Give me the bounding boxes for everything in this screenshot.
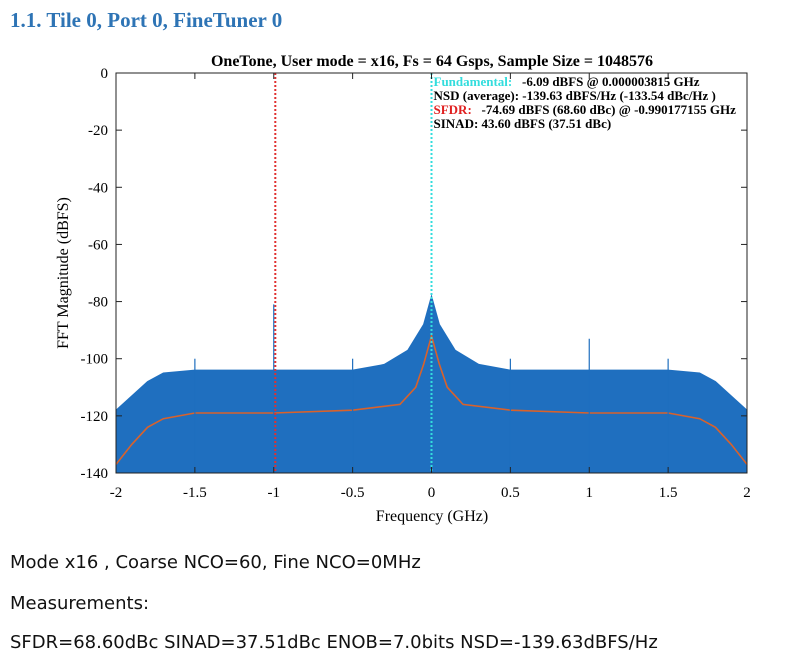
- x-tick-label: -2: [110, 485, 123, 501]
- paragraph: Mode x16 , Coarse NCO=60, Fine NCO=0MHz: [10, 552, 421, 573]
- chart-title: OneTone, User mode = x16, Fs = 64 Gsps, …: [211, 53, 653, 70]
- y-tick-label: -60: [88, 237, 108, 253]
- annotation-gap: [472, 102, 482, 117]
- y-tick-label: -80: [88, 295, 108, 311]
- annotation-text: -74.69 dBFS (68.60 dBc) @ -0.990177155 G…: [482, 102, 737, 117]
- y-tick-label: -140: [81, 466, 109, 482]
- annotation-text: -6.09 dBFS @ 0.000003815 GHz: [522, 74, 700, 89]
- annotation-text: SINAD: 43.60 dBFS (37.51 dBc): [434, 116, 612, 131]
- y-tick-label: -120: [81, 409, 109, 425]
- x-axis-label: Frequency (GHz): [376, 508, 488, 525]
- y-tick-label: -100: [81, 352, 109, 368]
- section-heading: 1.1. Tile 0, Port 0, FineTuner 0: [10, 8, 282, 32]
- annotation-label: SFDR:: [434, 102, 472, 117]
- x-tick-label: 2: [743, 485, 751, 501]
- annotation: SFDR: -74.69 dBFS (68.60 dBc) @ -0.99017…: [434, 102, 737, 117]
- x-tick-label: -1: [268, 485, 281, 501]
- x-tick-label: 1: [586, 485, 594, 501]
- annotation: SINAD: 43.60 dBFS (37.51 dBc): [434, 116, 612, 131]
- annotation-label: Fundamental:: [434, 74, 513, 89]
- annotation-text: NSD (average): -139.63 dBFS/Hz (-133.54 …: [434, 88, 716, 103]
- x-tick-label: 0: [428, 485, 436, 501]
- x-tick-label: 0.5: [501, 485, 520, 501]
- x-tick-label: -0.5: [341, 485, 365, 501]
- paragraph: Measurements:: [10, 593, 149, 614]
- x-tick-label: -1.5: [183, 485, 207, 501]
- annotation: Fundamental: -6.09 dBFS @ 0.000003815 GH…: [434, 74, 700, 89]
- y-tick-label: -40: [88, 180, 108, 196]
- x-tick-label: 1.5: [659, 485, 678, 501]
- y-tick-label: 0: [101, 66, 109, 82]
- y-tick-label: -20: [88, 123, 108, 139]
- annotation-gap: [512, 74, 522, 89]
- y-axis-label: FFT Magnitude (dBFS): [55, 197, 72, 349]
- annotation: NSD (average): -139.63 dBFS/Hz (-133.54 …: [434, 88, 716, 103]
- plot: [116, 73, 747, 473]
- paragraph: SFDR=68.60dBc SINAD=37.51dBc ENOB=7.0bit…: [10, 632, 658, 653]
- average-line: [116, 332, 747, 465]
